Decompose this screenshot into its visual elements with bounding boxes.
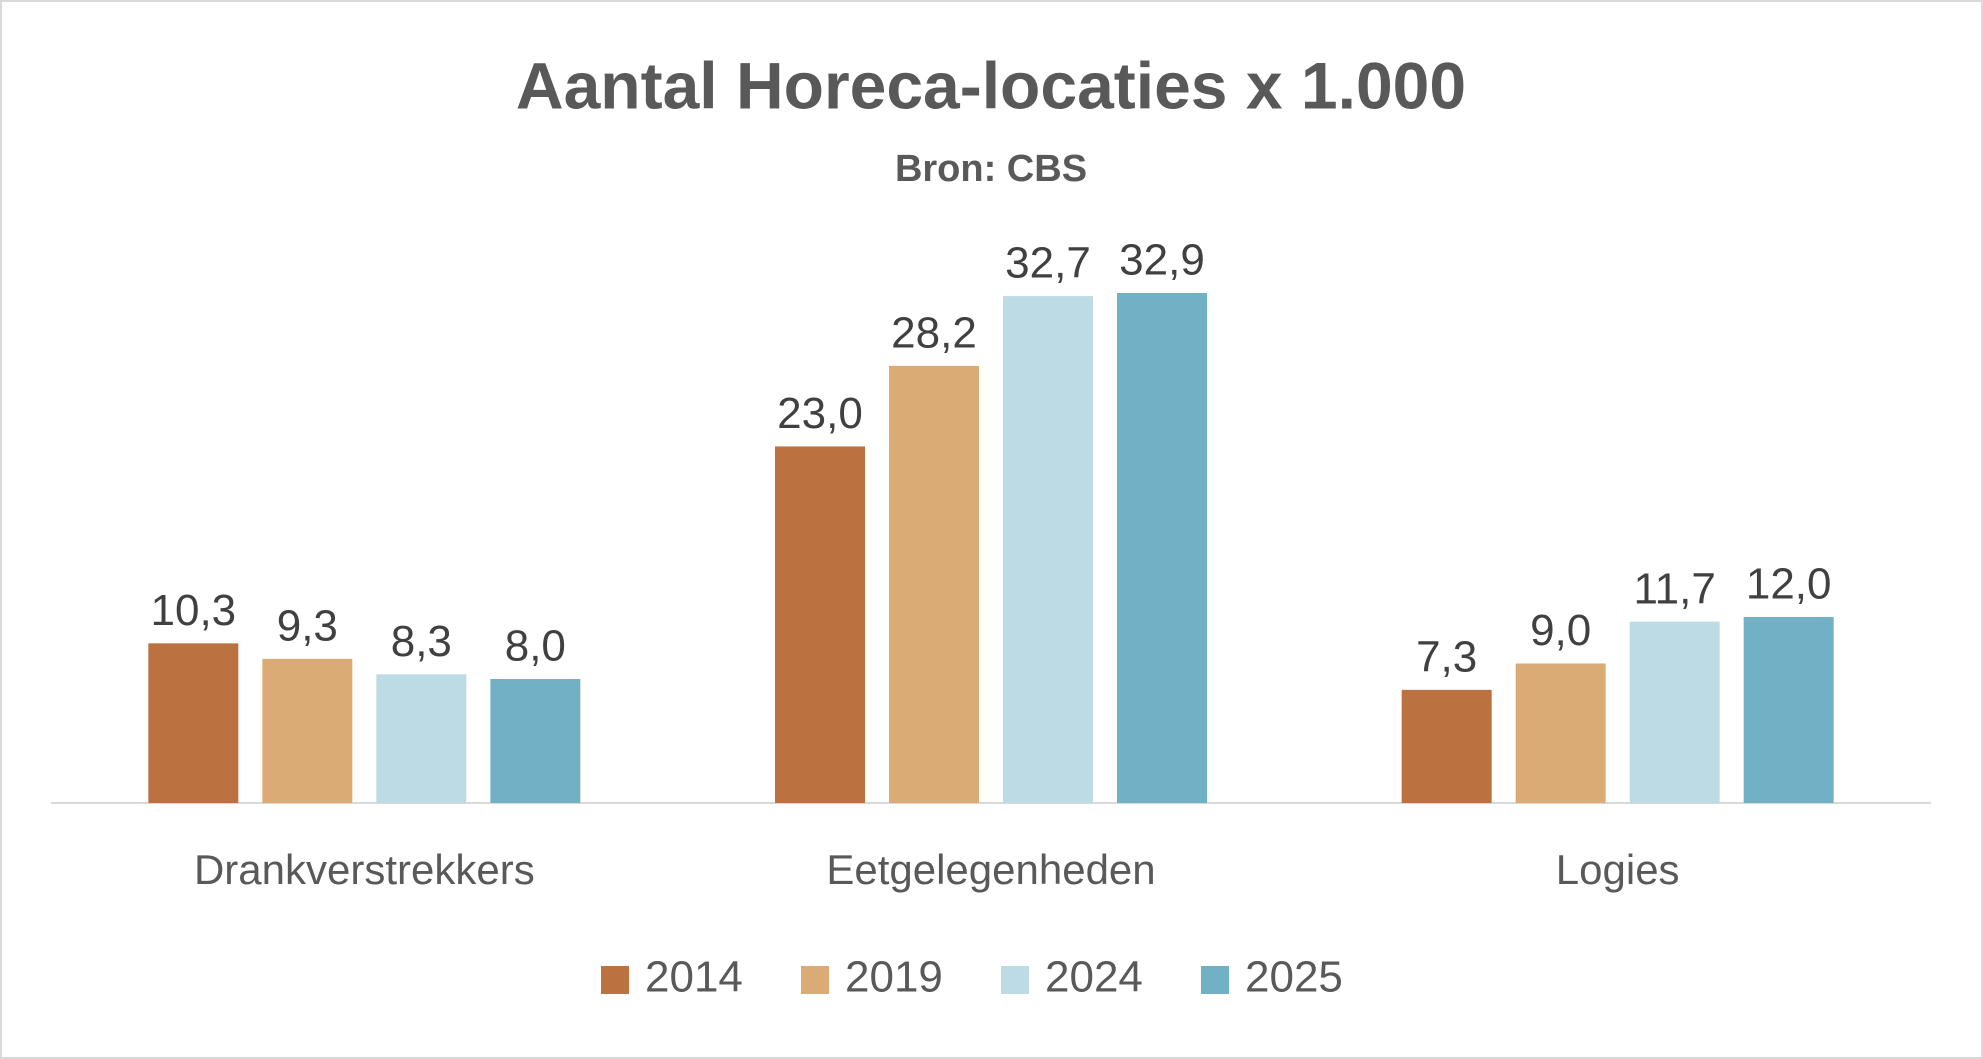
bar [1117, 293, 1207, 803]
bar [1629, 621, 1720, 803]
data-label: 9,0 [1530, 606, 1591, 655]
legend-swatch [1201, 966, 1229, 994]
legend-swatch [1001, 966, 1029, 994]
legend-label: 2019 [845, 953, 943, 1002]
data-label: 32,9 [1119, 236, 1205, 285]
x-tick-label: Drankverstrekkers [194, 846, 535, 893]
data-label: 12,0 [1746, 560, 1832, 609]
data-label: 9,3 [277, 601, 338, 650]
data-label: 28,2 [891, 308, 977, 357]
bar [490, 678, 581, 803]
bar [889, 365, 979, 803]
legend-swatch [801, 966, 829, 994]
data-label: 11,7 [1633, 564, 1715, 613]
bar [1401, 689, 1492, 803]
data-label: 8,3 [391, 617, 452, 666]
data-label: 32,7 [1005, 239, 1091, 288]
x-tick-label: Eetgelegenheden [826, 846, 1155, 893]
bar [376, 674, 467, 803]
bar [775, 446, 865, 803]
bar [148, 643, 239, 803]
bar [1515, 663, 1606, 803]
chart-title: Aantal Horeca-locaties x 1.000 [516, 48, 1466, 122]
data-label: 10,3 [151, 586, 237, 635]
bar [1003, 296, 1093, 803]
legend-swatch [601, 966, 629, 994]
data-label: 7,3 [1416, 632, 1477, 681]
legend-label: 2024 [1045, 953, 1143, 1002]
data-label: 23,0 [777, 389, 863, 438]
legend-label: 2025 [1245, 953, 1343, 1002]
bar [1743, 616, 1834, 803]
x-tick-label: Logies [1556, 846, 1680, 893]
legend-label: 2014 [645, 953, 743, 1002]
data-label: 8,0 [505, 622, 566, 671]
chart-subtitle: Bron: CBS [895, 148, 1087, 190]
bar [262, 658, 353, 803]
